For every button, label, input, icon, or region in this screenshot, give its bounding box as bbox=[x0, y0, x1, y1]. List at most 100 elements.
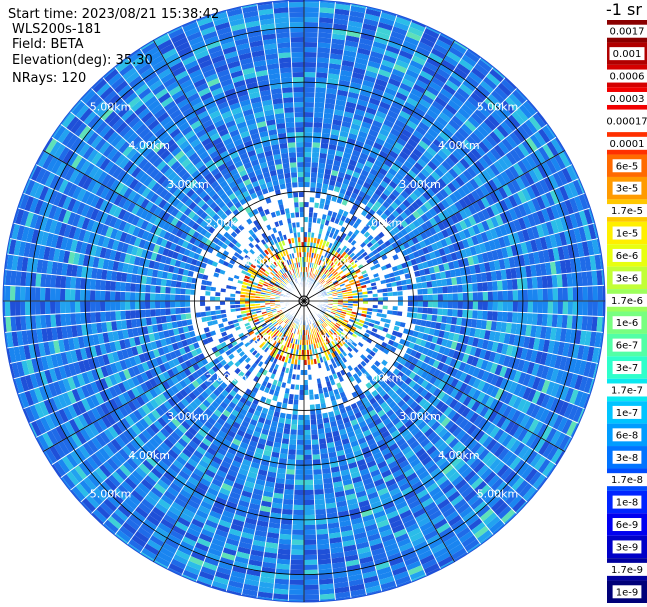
range-bin bbox=[376, 154, 386, 164]
range-bin bbox=[497, 141, 510, 155]
range-bin bbox=[418, 194, 428, 205]
range-bin bbox=[304, 404, 310, 410]
range-bin bbox=[340, 274, 347, 279]
range-bin bbox=[558, 185, 570, 202]
range-bin bbox=[325, 88, 338, 95]
range-bin bbox=[320, 142, 329, 149]
range-bin bbox=[321, 256, 327, 262]
range-bin bbox=[390, 30, 406, 41]
range-bin bbox=[304, 484, 314, 490]
range-bin bbox=[444, 171, 455, 183]
range-bin bbox=[293, 504, 304, 510]
range-bin bbox=[333, 245, 339, 252]
range-bin bbox=[304, 2, 320, 8]
range-bin bbox=[351, 149, 361, 158]
range-bin bbox=[319, 7, 335, 14]
range-bin bbox=[462, 228, 472, 239]
range-bin bbox=[562, 301, 568, 315]
range-bin bbox=[416, 282, 423, 290]
range-bin bbox=[550, 138, 563, 154]
range-bin bbox=[424, 210, 434, 220]
range-bin bbox=[412, 188, 423, 198]
range-bin bbox=[555, 217, 564, 233]
range-bin bbox=[483, 181, 494, 194]
range-bin bbox=[443, 245, 451, 255]
range-bin bbox=[537, 250, 545, 264]
range-bin bbox=[397, 193, 406, 203]
range-bin bbox=[328, 139, 339, 146]
range-bin bbox=[507, 233, 516, 246]
range-bin bbox=[464, 50, 480, 64]
range-bin bbox=[309, 197, 315, 203]
range-bin bbox=[426, 85, 440, 97]
range-bin bbox=[369, 50, 385, 60]
range-bin bbox=[314, 192, 322, 199]
range-bin bbox=[356, 99, 369, 107]
range-bin bbox=[299, 389, 304, 395]
range-bin bbox=[304, 524, 316, 530]
range-bin bbox=[359, 266, 366, 272]
range-bin bbox=[316, 52, 331, 59]
range-bin bbox=[304, 584, 320, 590]
range-bin bbox=[513, 218, 522, 232]
range-bin bbox=[330, 268, 336, 274]
range-bin bbox=[317, 259, 322, 266]
range-bin bbox=[304, 519, 316, 525]
range-bin bbox=[597, 285, 603, 301]
range-bin bbox=[494, 86, 509, 101]
range-bin bbox=[285, 469, 296, 475]
range-bin bbox=[530, 239, 538, 253]
range-bin bbox=[476, 199, 486, 211]
range-bin bbox=[293, 499, 304, 505]
range-bin bbox=[342, 178, 351, 186]
range-bin bbox=[442, 83, 457, 96]
range-bin bbox=[330, 287, 336, 291]
range-bin bbox=[420, 167, 431, 178]
range-bin bbox=[477, 104, 491, 118]
range-bin bbox=[454, 175, 465, 187]
range-bin bbox=[441, 278, 448, 287]
range-bin bbox=[462, 79, 477, 92]
range-bin bbox=[304, 564, 319, 570]
range-bin bbox=[477, 301, 483, 311]
range-bin bbox=[313, 207, 319, 214]
range-bin bbox=[332, 160, 342, 167]
range-bin bbox=[508, 194, 518, 208]
range-bin bbox=[291, 539, 304, 545]
range-bin bbox=[516, 312, 523, 324]
range-bin bbox=[391, 100, 404, 111]
range-bin bbox=[455, 161, 467, 173]
range-bin bbox=[319, 443, 328, 450]
range-bin bbox=[485, 72, 501, 87]
range-bin bbox=[501, 154, 513, 169]
range-bin bbox=[545, 191, 556, 207]
range-bin bbox=[319, 278, 324, 284]
range-bin bbox=[353, 257, 360, 264]
range-bin bbox=[497, 290, 503, 301]
range-bin bbox=[350, 175, 359, 184]
range-bin bbox=[291, 419, 298, 425]
range-bin bbox=[453, 67, 468, 80]
range-bin bbox=[416, 225, 425, 234]
range-bin bbox=[541, 313, 548, 327]
range-bin bbox=[346, 96, 359, 104]
range-bin bbox=[437, 308, 443, 316]
range-bin bbox=[435, 115, 449, 127]
range-bin bbox=[332, 23, 348, 31]
range-bin bbox=[441, 219, 451, 229]
range-bin bbox=[294, 484, 304, 490]
range-bin bbox=[387, 40, 403, 50]
range-bin bbox=[470, 112, 484, 125]
range-bin bbox=[324, 199, 331, 206]
range-bin bbox=[350, 246, 357, 253]
range-bin bbox=[520, 241, 528, 255]
range-bin bbox=[297, 414, 304, 420]
range-bin bbox=[338, 243, 345, 250]
range-bin bbox=[314, 503, 326, 510]
range-bin bbox=[525, 185, 537, 200]
range-bin bbox=[472, 291, 478, 301]
range-bin bbox=[421, 65, 436, 77]
range-bin bbox=[328, 63, 342, 70]
range-bin bbox=[296, 444, 304, 450]
range-bin bbox=[318, 284, 323, 290]
